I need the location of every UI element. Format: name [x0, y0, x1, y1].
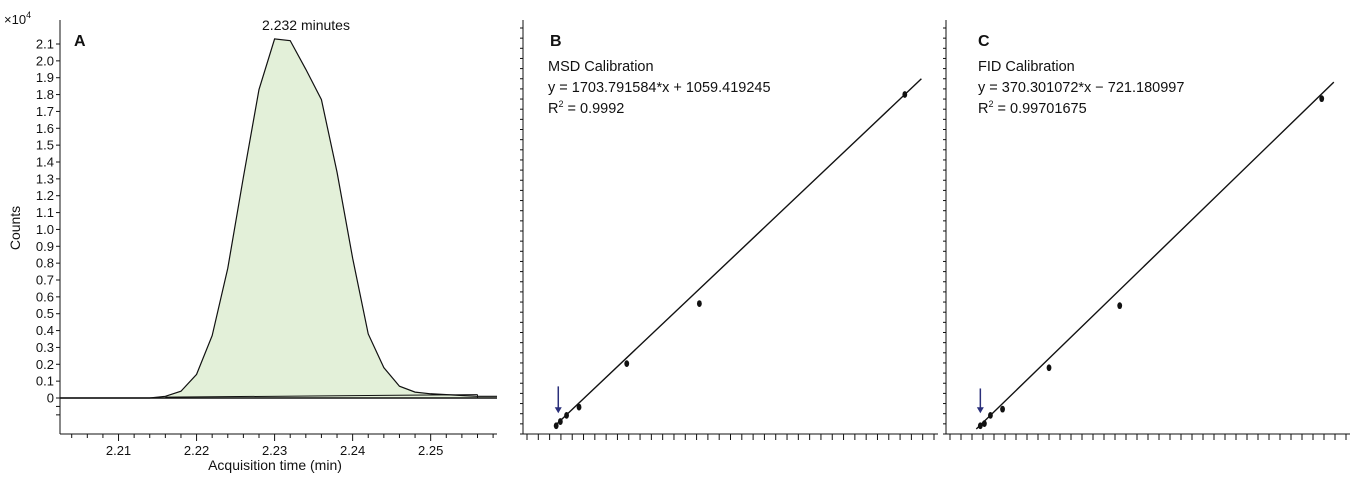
msd-arrow-head [554, 407, 562, 414]
y-tick-label: 0.3 [36, 340, 54, 355]
y-tick-label: 0.2 [36, 357, 54, 372]
signal-trace [60, 38, 497, 399]
msd-data-point [564, 411, 569, 419]
x-tick-label: 2.24 [340, 443, 365, 458]
fid-data-point [981, 420, 987, 428]
peak-annotation: 2.232 minutes [262, 17, 350, 33]
y-tick-label: 1.4 [36, 155, 54, 170]
fid-data-point [988, 411, 993, 419]
fid-arrow-head [976, 407, 984, 414]
fid-data-point [1319, 95, 1325, 103]
y-tick-label: 0 [47, 391, 54, 406]
fid-equation: y = 370.301072*x − 721.180997 [978, 80, 1184, 96]
fid-title: FID Calibration [978, 59, 1075, 75]
y-tick-label: 0.7 [36, 273, 54, 288]
y-tick-label: 1.2 [36, 188, 54, 203]
x-tick-label: 2.22 [184, 443, 209, 458]
y-tick-label: 0.8 [36, 256, 54, 271]
msd-fit-line [553, 78, 922, 428]
integration-baseline [165, 394, 478, 398]
y-tick-label: 1.8 [36, 87, 54, 102]
msd-data-point [624, 360, 630, 368]
fid-r-squared: R2 = 0.99701675 [978, 99, 1087, 117]
msd-data-point [696, 300, 702, 307]
y-tick-label: 0.5 [36, 306, 54, 321]
msd-r-squared: R2 = 0.9992 [548, 99, 624, 117]
y-tick-label: 2.1 [36, 37, 54, 52]
y-tick-label: 0.9 [36, 239, 54, 254]
y-multiplier: ×104 [4, 10, 31, 27]
msd-equation: y = 1703.791584*x + 1059.419245 [548, 80, 771, 96]
y-tick-label: 1.7 [36, 104, 54, 119]
fid-fit-line [975, 81, 1335, 430]
chart-marks: 0 0.1 0.2 0.3 0.4 0.5 0.60.7 0.8 0.9 1.0 1.1 1.2 1.3… [36, 20, 1350, 458]
msd-data-point [902, 91, 908, 98]
msd-data-point [553, 422, 559, 430]
y-tick-label: 0.1 [36, 374, 54, 389]
x-tick-label: 2.25 [418, 443, 443, 458]
fid-data-point [1000, 405, 1005, 413]
fid-data-point [1117, 302, 1123, 310]
msd-data-point [576, 403, 582, 411]
y-tick-label: 1.3 [36, 171, 54, 186]
msd-title: MSD Calibration [548, 59, 654, 75]
y-tick-label: 1.5 [36, 138, 54, 153]
panel-b-letter: B [550, 33, 562, 50]
x-axis-label: Acquisition time (min) [208, 457, 342, 473]
panel-a-letter: A [74, 33, 86, 50]
x-tick-label: 2.21 [106, 443, 131, 458]
fid-data-point [1046, 364, 1052, 372]
y-axis-label: Counts [7, 206, 23, 250]
y-tick-label: 1.1 [36, 205, 54, 220]
x-tick-label: 2.23 [262, 443, 287, 458]
peak-area-fill [60, 38, 497, 398]
y-tick-label: 1.0 [36, 222, 54, 237]
msd-data-point [557, 418, 563, 425]
panel-c-letter: C [978, 33, 990, 50]
y-tick-label: 0.4 [36, 323, 54, 338]
y-tick-label: 2.0 [36, 53, 54, 68]
fid-data-point [977, 422, 983, 430]
y-tick-label: 0.6 [36, 289, 54, 304]
y-tick-label: 1.6 [36, 121, 54, 136]
y-tick-label: 1.9 [36, 70, 54, 85]
